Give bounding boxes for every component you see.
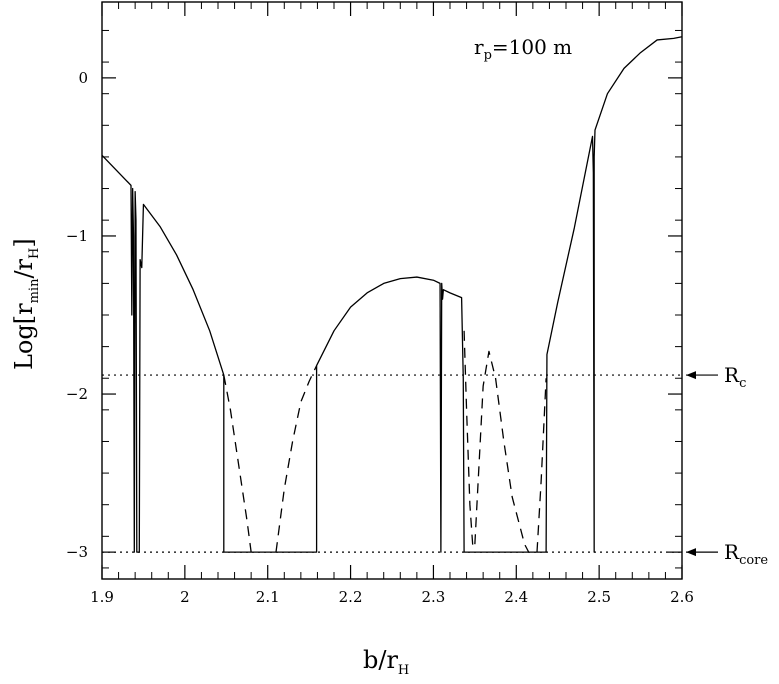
plot-frame bbox=[101, 1, 683, 580]
series-group bbox=[101, 36, 683, 553]
reference-lines: Rc Rcore bbox=[102, 363, 768, 568]
solid-curve bbox=[101, 36, 683, 553]
x-tick-label: 2.6 bbox=[670, 588, 694, 606]
dashed-curve bbox=[536, 378, 547, 553]
x-tick-label: 2.2 bbox=[339, 588, 363, 606]
tick-labels: 1.9 2 2.1 2.2 2.3 2.4 2.5 2.6 0 −1 −2 −3 bbox=[66, 69, 694, 606]
x-tick-label: 1.9 bbox=[90, 588, 114, 606]
reference-arrow-head bbox=[686, 371, 696, 380]
x-tick-label: 2 bbox=[180, 588, 190, 606]
x-tick-label: 2.1 bbox=[256, 588, 280, 606]
dashed-curve bbox=[223, 374, 252, 553]
x-tick-label: 2.5 bbox=[587, 588, 611, 606]
x-tick-label: 2.4 bbox=[504, 588, 528, 606]
reference-label: Rcore bbox=[724, 540, 768, 568]
y-tick-label: −3 bbox=[66, 543, 88, 561]
ticks bbox=[101, 2, 683, 579]
reference-arrow-head bbox=[686, 548, 696, 557]
dashed-curve bbox=[275, 365, 318, 553]
y-tick-label: −2 bbox=[66, 385, 88, 403]
reference-label: Rc bbox=[724, 363, 746, 391]
y-axis-title: Log[rmin/rH] bbox=[10, 238, 42, 370]
y-tick-label: −1 bbox=[66, 227, 88, 245]
dashed-curve bbox=[474, 350, 530, 553]
dashed-curve bbox=[463, 330, 474, 553]
x-axis-title: b/rH bbox=[363, 646, 409, 678]
annotation-label: rp=100 m bbox=[474, 35, 572, 63]
y-tick-label: 0 bbox=[78, 69, 88, 87]
x-tick-label: 2.3 bbox=[421, 588, 445, 606]
